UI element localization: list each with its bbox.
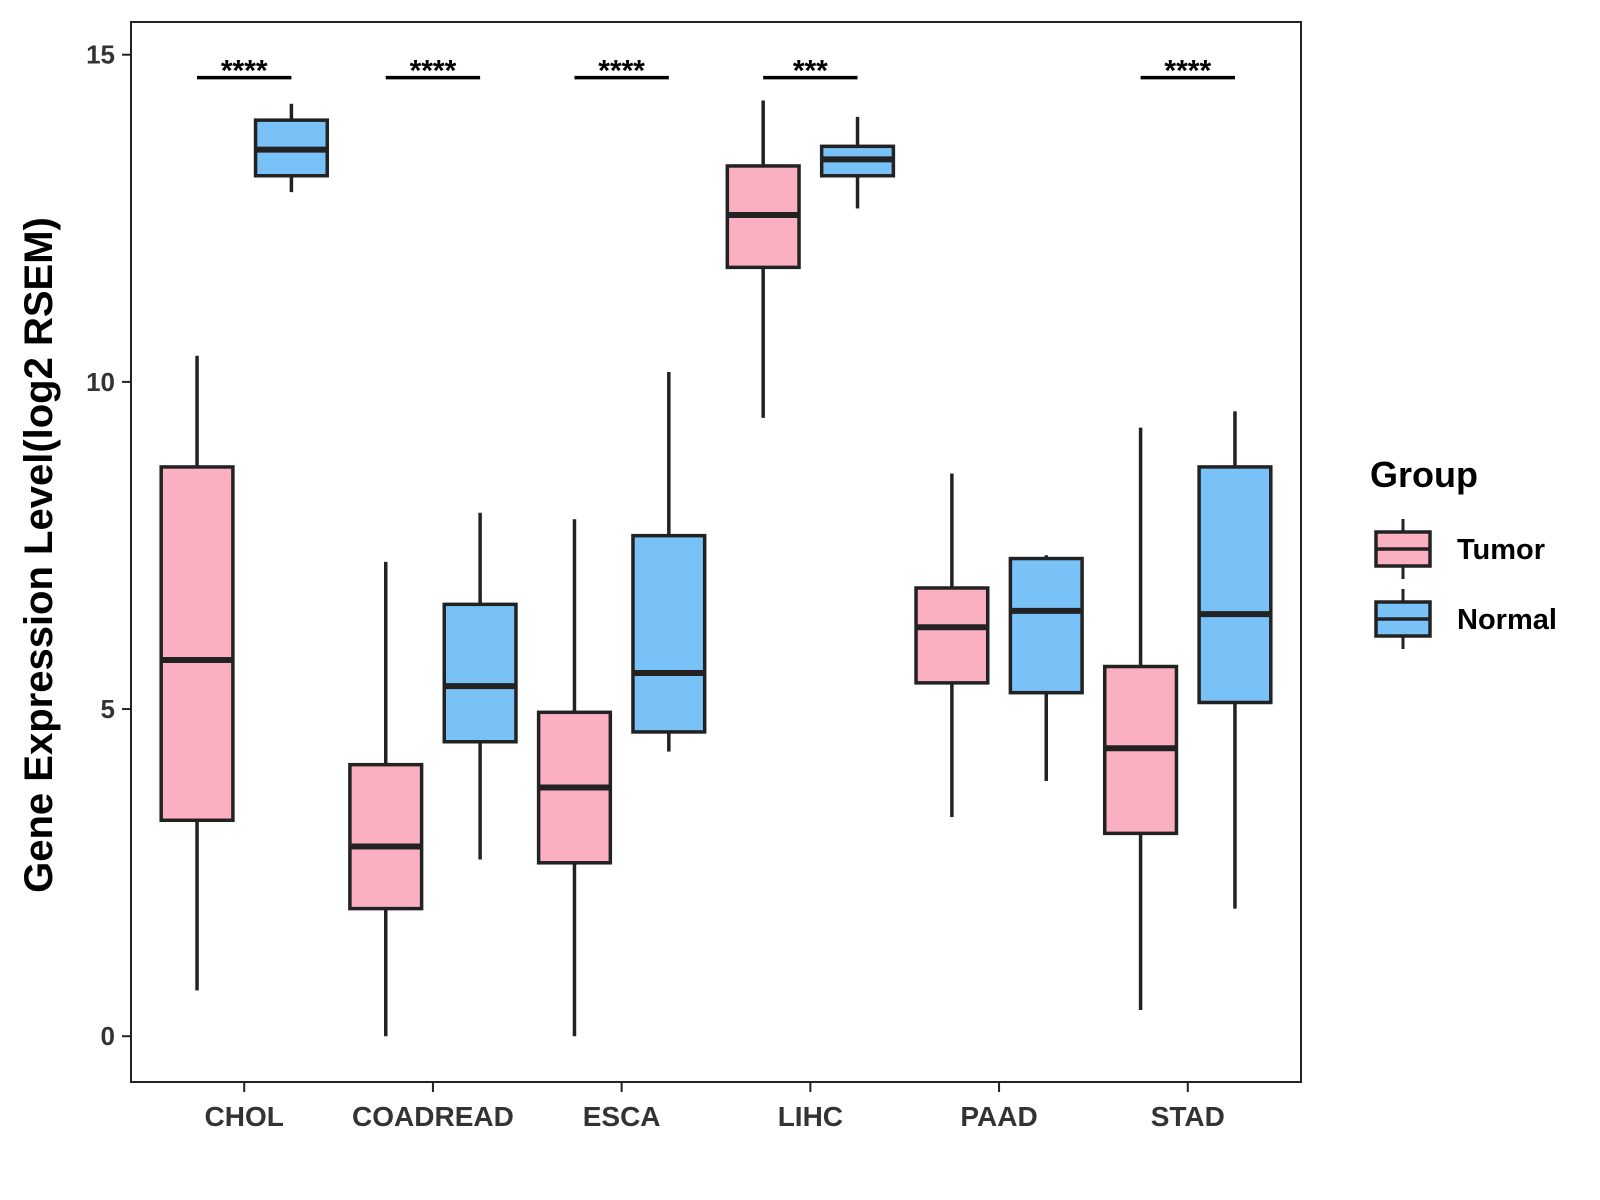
box-normal-coadread — [442, 512, 518, 860]
significance-label: **** — [221, 55, 268, 88]
box-iqr — [442, 602, 518, 744]
significance-label: **** — [1164, 55, 1211, 88]
significance-label: *** — [793, 55, 828, 88]
box-iqr — [1008, 556, 1084, 695]
legend-label: Normal — [1457, 604, 1557, 636]
legend-entry-tumor: Tumor — [1374, 519, 1545, 579]
y-tick-label: 15 — [86, 40, 115, 70]
y-axis-title: Gene Expression Level(log2 RSEM) — [17, 217, 61, 893]
y-tick-label: 5 — [101, 694, 115, 724]
significance-label: **** — [598, 55, 645, 88]
significance-lihc: *** — [763, 55, 858, 88]
box-iqr — [159, 465, 235, 823]
box-tumor-coadread — [348, 561, 424, 1037]
box-normal-stad — [1197, 411, 1273, 909]
x-tick-label: PAAD — [960, 1101, 1037, 1132]
box-tumor-chol — [159, 355, 235, 991]
box-iqr — [914, 586, 990, 685]
legend-entry-normal: Normal — [1374, 589, 1557, 649]
significance-chol: **** — [197, 55, 292, 88]
box-tumor-esca — [536, 519, 613, 1037]
significance-stad: **** — [1140, 55, 1235, 88]
box-iqr — [631, 533, 707, 734]
x-tick-label: STAD — [1151, 1101, 1225, 1132]
box-normal-esca — [631, 372, 707, 752]
legend-title: Group — [1370, 454, 1478, 495]
x-tick-label: COADREAD — [352, 1101, 514, 1132]
box-tumor-stad — [1102, 427, 1179, 1011]
y-tick-label: 0 — [101, 1021, 115, 1051]
box-normal-paad — [1008, 555, 1084, 782]
box-iqr — [1197, 465, 1273, 705]
box-tumor-paad — [914, 473, 990, 817]
significance-esca: **** — [574, 55, 669, 88]
plot-panel-border — [130, 21, 1302, 1083]
x-tick-label: ESCA — [583, 1101, 661, 1132]
box-normal-chol — [253, 103, 330, 193]
box-iqr — [348, 762, 424, 911]
y-tick-label: 10 — [86, 367, 115, 397]
significance-coadread: **** — [385, 55, 481, 88]
significance-label: **** — [410, 55, 457, 88]
legend-label: Tumor — [1457, 534, 1545, 566]
legend: Group Tumor Normal — [1370, 454, 1557, 649]
x-tick-label: LIHC — [778, 1101, 843, 1132]
box-normal-lihc — [819, 116, 896, 209]
x-tick-label: CHOL — [205, 1101, 284, 1132]
box-tumor-lihc — [725, 100, 801, 418]
